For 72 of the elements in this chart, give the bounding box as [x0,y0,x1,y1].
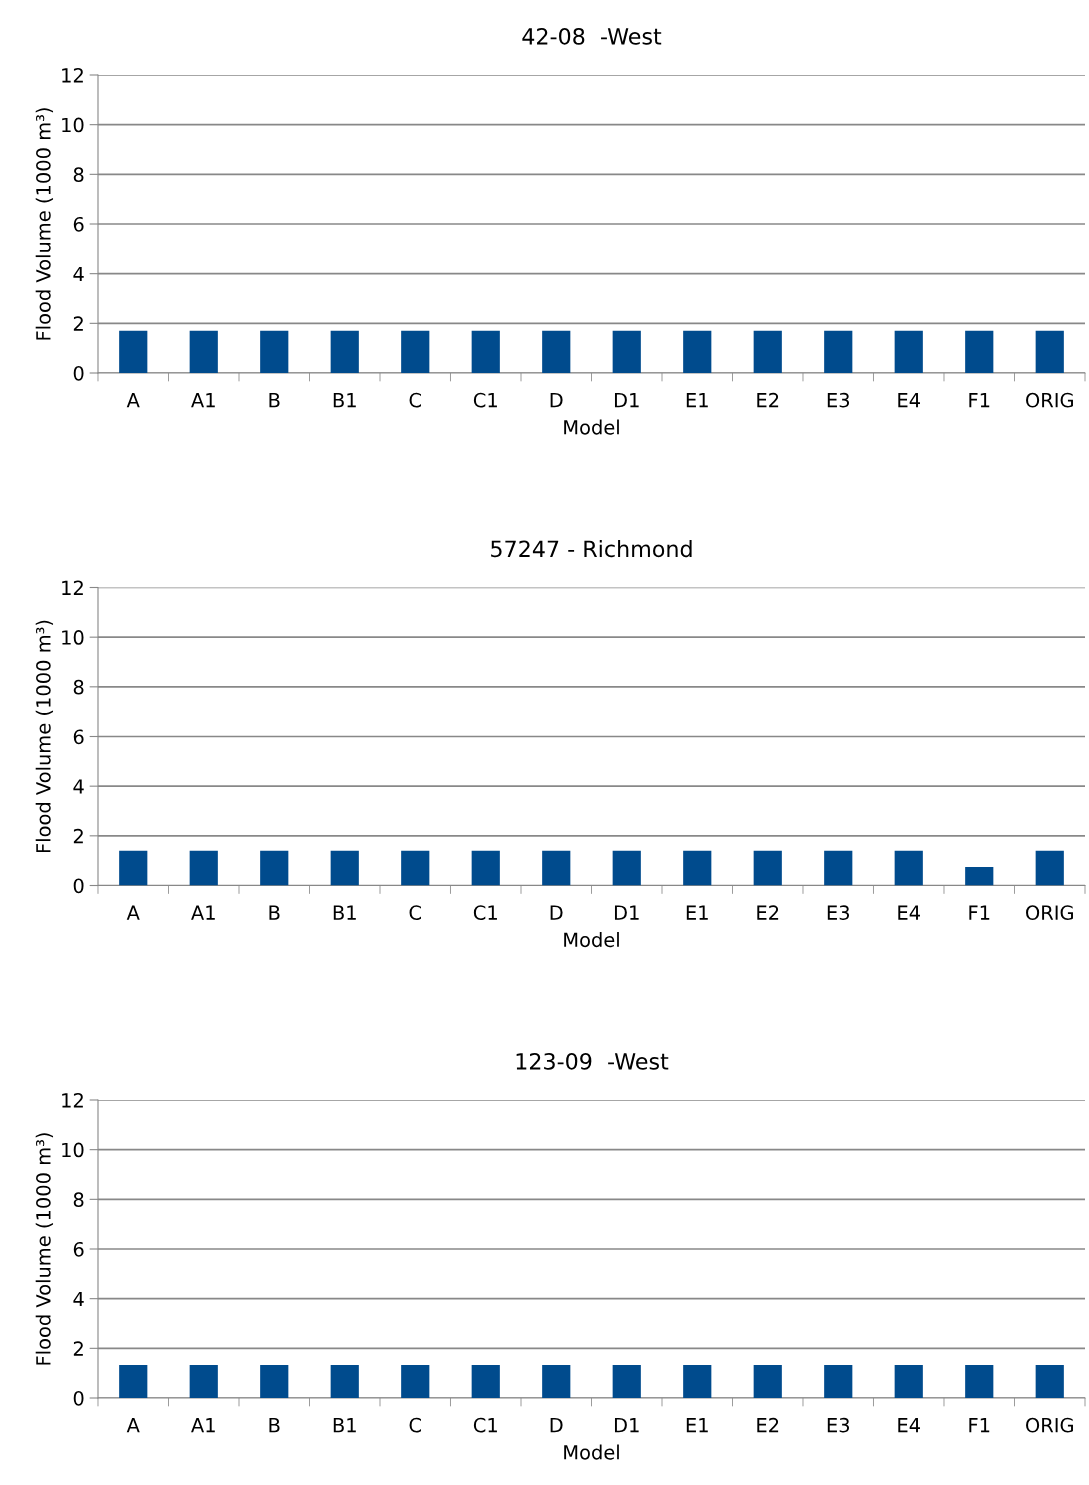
x-axis-title: Model [564,419,619,435]
x-tick-label: C [409,1417,421,1433]
y-tick-label: 8 [73,679,84,695]
x-tick-label: D [550,1418,563,1433]
x-tick-label: C1 [473,905,497,920]
x-tick-label: E4 [898,393,920,408]
x-tick-label: ORIG [1026,392,1073,408]
x-tick-label: E4 [898,905,920,920]
x-tick-label: E1 [686,1418,708,1433]
y-tick-label: 10 [62,1142,84,1158]
x-tick-label: B1 [333,905,356,920]
y-tick-label: 2 [73,1341,83,1356]
x-tick-label: D [550,393,563,408]
x-tick-label: B1 [333,1418,356,1433]
x-axis-title: Model [564,932,619,948]
y-tick-label: 6 [73,729,84,745]
x-tick-label: E3 [827,392,850,408]
y-tick-label: 10 [62,117,84,133]
x-tick-label: E4 [898,1418,920,1433]
y-tick-label: 0 [73,365,84,381]
x-tick-label: F1 [969,393,990,408]
x-tick-label: E1 [686,393,708,408]
x-tick-label: E2 [757,392,779,408]
y-tick-label: 6 [73,216,84,232]
chart-title: 42-08 -West [522,27,662,45]
x-tick-label: F1 [969,905,990,920]
x-tick-label: A1 [191,905,215,920]
x-tick-label: F1 [969,1418,990,1433]
y-tick-label: 0 [73,878,84,894]
y-tick-label: 4 [73,779,84,794]
y-tick-label: 12 [62,67,83,83]
x-tick-label: E2 [757,1417,779,1433]
y-tick-label: 8 [73,1192,84,1207]
x-tick-label: B [269,393,280,408]
x-tick-label: E1 [686,905,708,920]
y-axis-title: Flood Volume (1000 m³) [35,620,54,853]
x-tick-label: D1 [614,1418,639,1433]
x-tick-label: A1 [191,1418,215,1433]
y-tick-label: 2 [73,828,83,844]
y-tick-label: 4 [73,266,84,282]
y-tick-label: 4 [73,1291,84,1307]
x-tick-label: D [550,905,563,920]
x-tick-label: A [126,393,140,408]
x-axis-title: Model [564,1444,619,1460]
x-tick-label: A [126,905,140,920]
chart-title: 123-09 -West [516,1052,669,1070]
chart-title: 57247 - Richmond [491,540,692,558]
x-tick-label: B [269,905,280,920]
y-tick-label: 8 [73,167,84,182]
x-tick-label: ORIG [1026,905,1073,920]
y-tick-label: 0 [73,1390,84,1406]
x-tick-label: B [269,1418,280,1433]
y-tick-label: 2 [73,316,83,331]
x-tick-label: C1 [473,392,497,408]
x-tick-label: C1 [473,1417,497,1433]
x-tick-label: C [409,392,421,408]
x-tick-label: E2 [757,905,779,920]
x-tick-label: A1 [191,393,215,408]
x-tick-label: B1 [333,393,356,408]
x-tick-label: E3 [827,1417,850,1433]
y-tick-label: 12 [62,580,83,595]
y-tick-label: 6 [73,1241,84,1257]
y-tick-label: 10 [62,630,84,645]
x-tick-label: A [126,1418,140,1433]
y-axis-title: Flood Volume (1000 m³) [35,108,54,340]
x-tick-label: E3 [827,905,850,920]
y-axis-title: Flood Volume (1000 m³) [35,1133,54,1365]
x-tick-label: C [409,905,421,920]
y-tick-label: 12 [62,1092,83,1108]
x-tick-label: D1 [614,905,639,920]
x-tick-label: ORIG [1026,1417,1073,1433]
x-tick-label: D1 [614,393,639,408]
